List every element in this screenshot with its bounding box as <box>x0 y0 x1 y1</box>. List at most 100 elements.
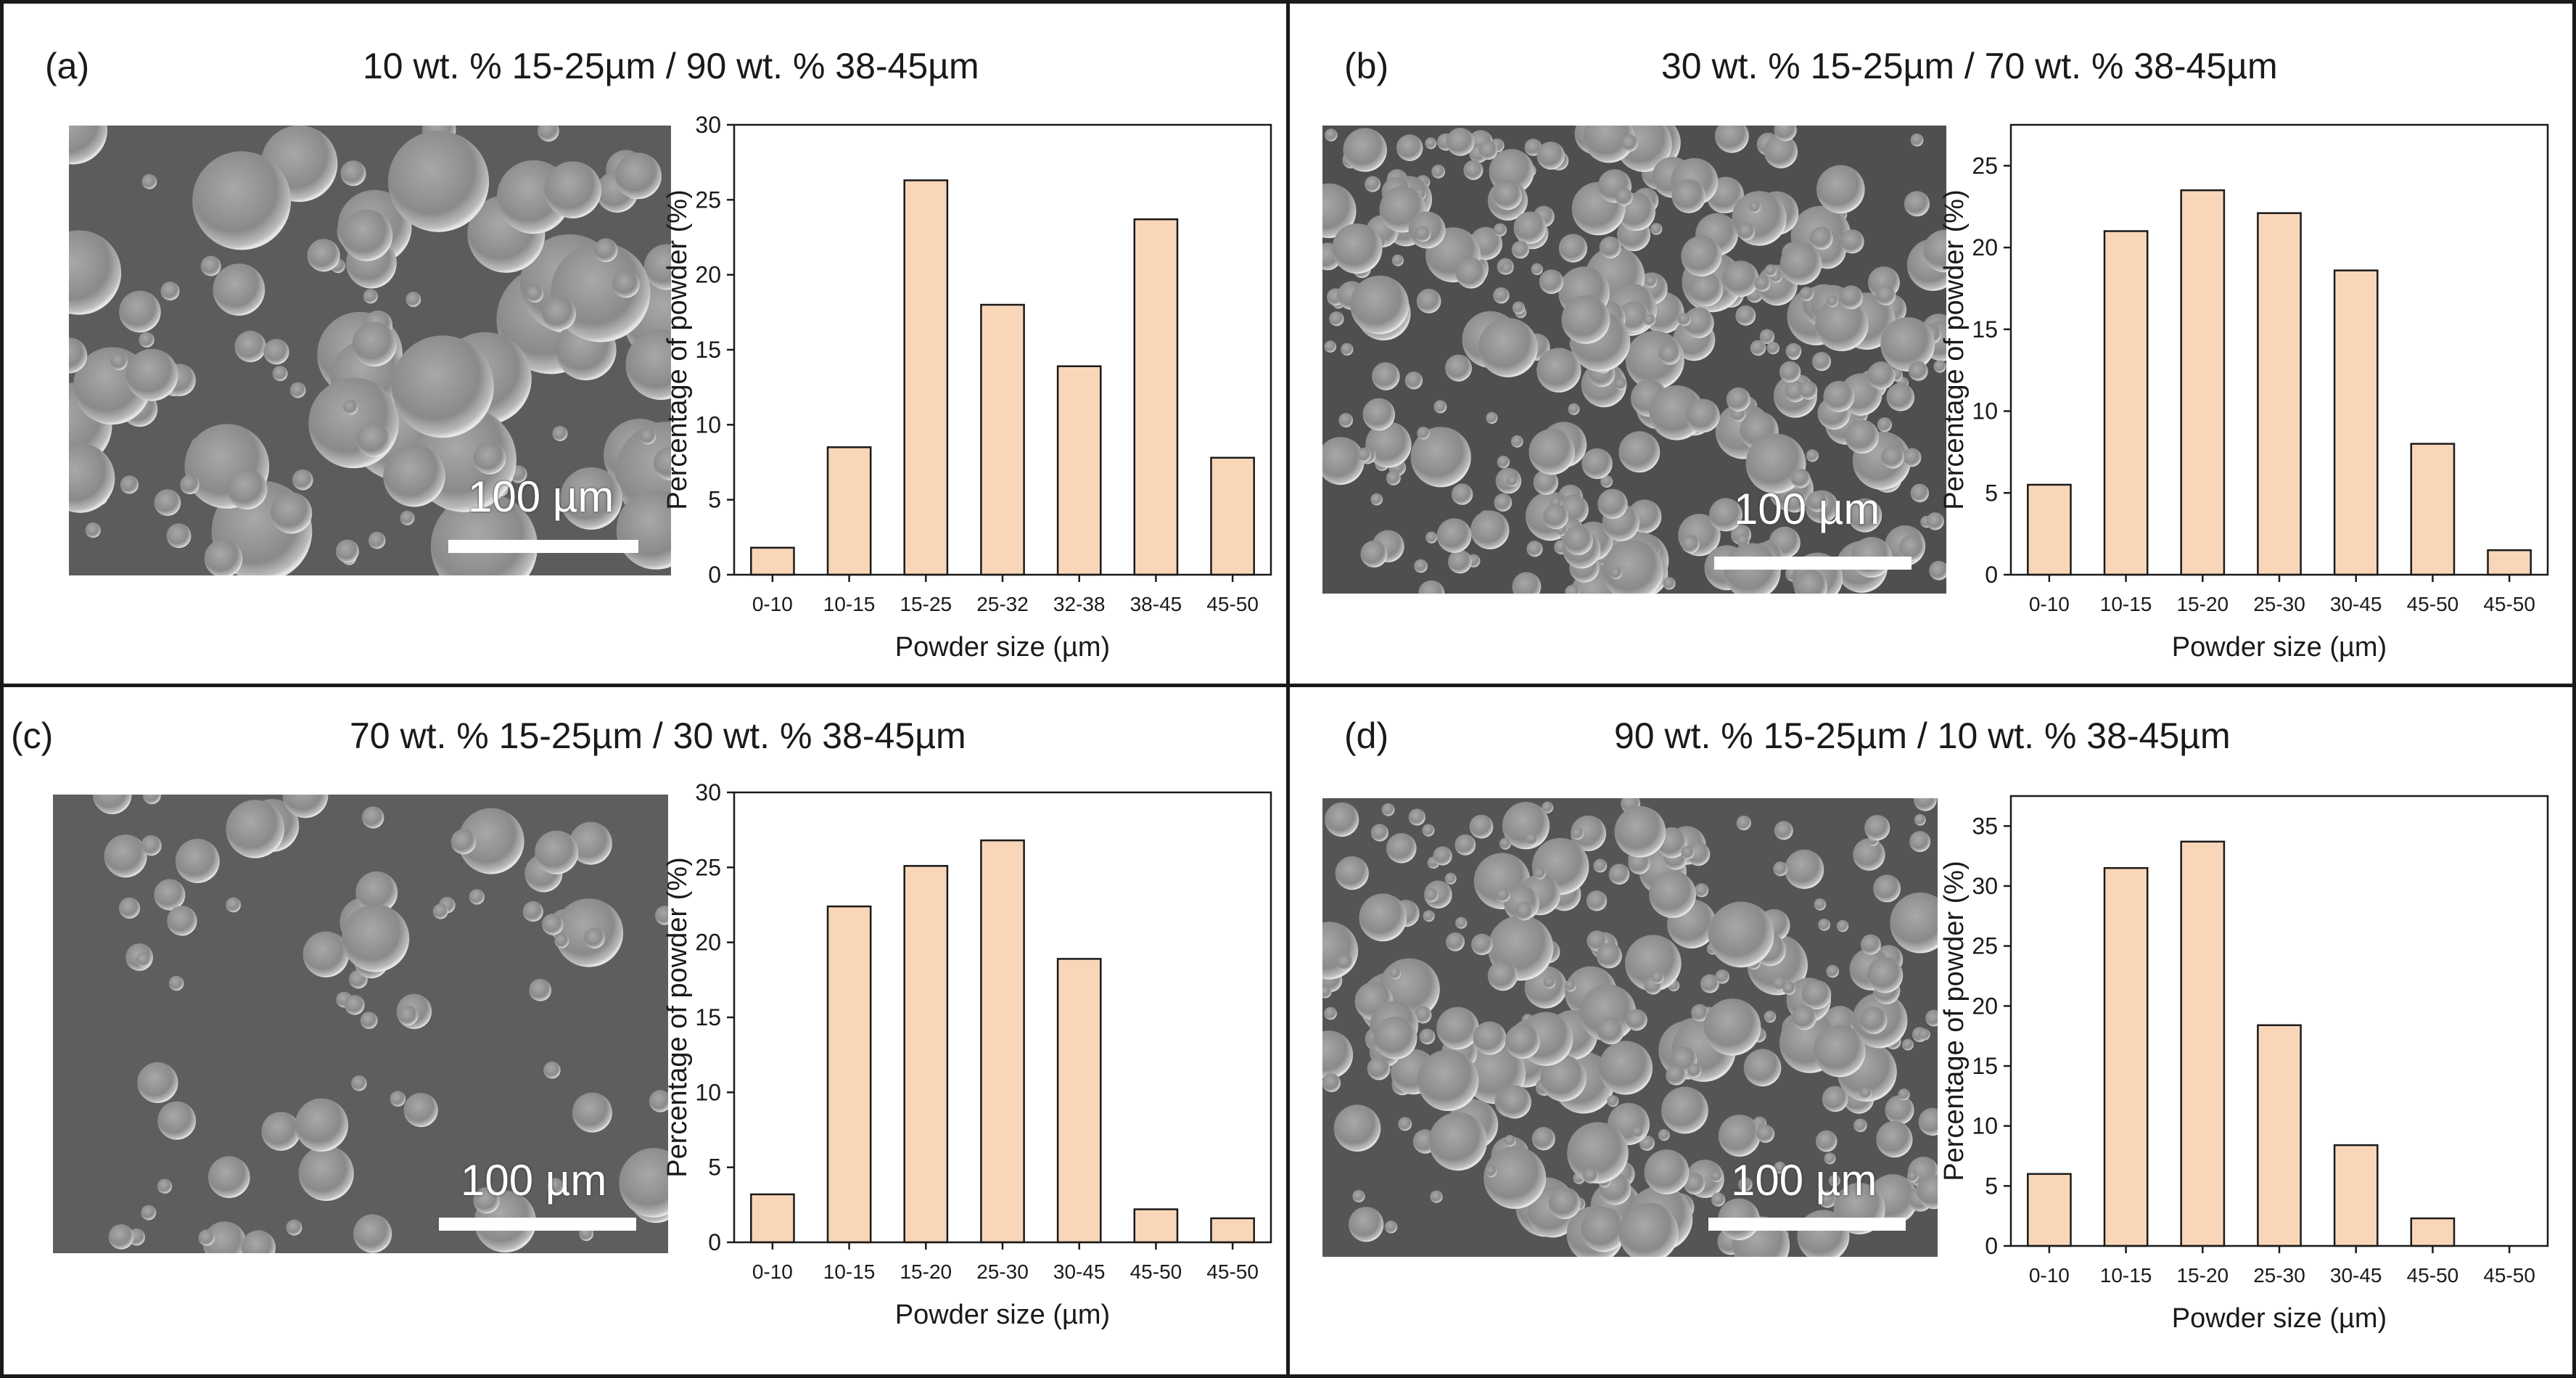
powder-particle <box>226 469 268 509</box>
powder-particle <box>383 444 445 507</box>
powder-particle <box>1644 1149 1690 1194</box>
powder-particle <box>1563 525 1593 555</box>
powder-particle <box>1666 1065 1687 1086</box>
x-tick-label: 10-15 <box>2100 1264 2152 1287</box>
powder-particle <box>643 244 671 290</box>
powder-particle <box>1904 191 1930 217</box>
powder-particle <box>1626 1009 1647 1031</box>
powder-particle <box>272 366 288 382</box>
powder-particle <box>343 400 358 415</box>
powder-particle <box>625 329 671 400</box>
powder-particle <box>368 531 386 549</box>
powder-particle <box>391 335 494 438</box>
powder-particle <box>1499 837 1512 850</box>
powder-particle <box>136 952 151 967</box>
bar <box>2103 230 2149 576</box>
powder-particle <box>430 493 538 575</box>
powder-particle <box>473 442 506 475</box>
powder-particle <box>175 838 220 883</box>
y-tick-label: 20 <box>695 262 721 288</box>
bar <box>2333 1144 2379 1247</box>
powder-particle <box>1695 883 1709 898</box>
powder-particle <box>1350 275 1410 335</box>
powder-particle <box>655 906 668 925</box>
powder-particle <box>1860 934 1881 955</box>
powder-particle <box>167 906 197 936</box>
powder-particle <box>390 1091 406 1107</box>
bar-chart: 0 5 10 15 20 25 30 35 0-10 10-15 15-20 25-30 30-45 45… <box>1939 787 2562 1369</box>
powder-particle <box>1425 531 1438 544</box>
powder-particle <box>1599 236 1621 258</box>
powder-particle <box>544 161 601 218</box>
panel-letter: (b) <box>1344 46 1389 86</box>
x-tick-label: 25-30 <box>2253 1264 2305 1287</box>
powder-particle <box>1593 858 1608 873</box>
powder-particle <box>1564 980 1576 992</box>
y-tick-label: 0 <box>1985 562 1998 588</box>
powder-particle <box>1658 343 1681 365</box>
x-tick-label: 32-38 <box>1053 593 1106 615</box>
powder-particle <box>1910 134 1924 147</box>
powder-particle <box>1581 1207 1626 1252</box>
powder-particle <box>1415 226 1431 242</box>
x-tick-label: 30-45 <box>1053 1260 1106 1283</box>
y-axis-label: Percentage of powder (%) <box>662 857 693 1177</box>
powder-particle <box>1726 387 1750 411</box>
powder-particle <box>1615 188 1633 206</box>
powder-particle <box>1703 998 1761 1056</box>
y-tick-label: 5 <box>1985 480 1998 506</box>
bar <box>2487 549 2532 576</box>
powder-particle <box>1436 518 1472 553</box>
powder-particle <box>1608 864 1630 885</box>
powder-particle <box>1349 1207 1384 1242</box>
powder-particle <box>406 292 421 307</box>
powder-particle <box>1600 475 1613 488</box>
powder-particle <box>559 467 622 530</box>
powder-particle <box>356 422 392 457</box>
powder-particle <box>1918 1028 1930 1041</box>
powder-particle <box>1410 427 1471 488</box>
chart-svg: 0 5 10 15 20 25 0-10 10-15 15-20 25-30 30-45 45-50 4… <box>1939 123 2549 663</box>
powder-particle <box>1867 361 1896 390</box>
powder-particle <box>295 1098 348 1152</box>
powder-particle <box>593 238 618 263</box>
powder-particle <box>1806 449 1819 462</box>
powder-particle <box>1806 491 1828 512</box>
powder-particle <box>93 795 132 814</box>
powder-particle <box>1571 815 1607 851</box>
panel-title: 70 wt. % 15-25µm / 30 wt. % 38-45µm <box>350 715 966 756</box>
powder-particle <box>1526 541 1543 557</box>
powder-particle <box>1417 1049 1479 1111</box>
powder-particle <box>529 978 552 1001</box>
powder-particle <box>1389 967 1402 980</box>
powder-particle <box>1484 1146 1547 1209</box>
powder-particle <box>1583 126 1635 163</box>
powder-particle <box>1711 1170 1723 1183</box>
powder-particle <box>1493 223 1507 237</box>
powder-particle <box>1586 890 1608 911</box>
powder-particle <box>141 834 162 856</box>
powder-particle <box>308 377 399 469</box>
powder-particle <box>166 523 192 549</box>
powder-particle <box>1816 165 1865 214</box>
powder-particle <box>1408 808 1425 826</box>
x-tick-label: 0-10 <box>2029 1264 2070 1287</box>
powder-particle <box>1396 134 1423 161</box>
panel-title: 10 wt. % 15-25µm / 90 wt. % 38-45µm <box>363 46 979 86</box>
x-tick-label: 0-10 <box>2029 593 2070 615</box>
powder-particle <box>1336 953 1354 971</box>
powder-particle <box>168 975 184 991</box>
powder-particle <box>1542 801 1554 813</box>
powder-particle <box>1923 229 1946 273</box>
y-axis-label: Percentage of powder (%) <box>1939 861 1970 1181</box>
powder-particle <box>1362 398 1396 431</box>
y-tick-label: 30 <box>695 112 721 138</box>
powder-particle <box>1853 838 1885 871</box>
x-tick-label: 30-45 <box>2330 1264 2382 1287</box>
powder-particle <box>1322 437 1365 485</box>
powder-particle <box>1840 229 1864 254</box>
powder-particle <box>307 239 340 272</box>
powder-particle <box>387 131 490 232</box>
powder-particle <box>1352 1189 1365 1202</box>
powder-particle <box>542 914 564 935</box>
